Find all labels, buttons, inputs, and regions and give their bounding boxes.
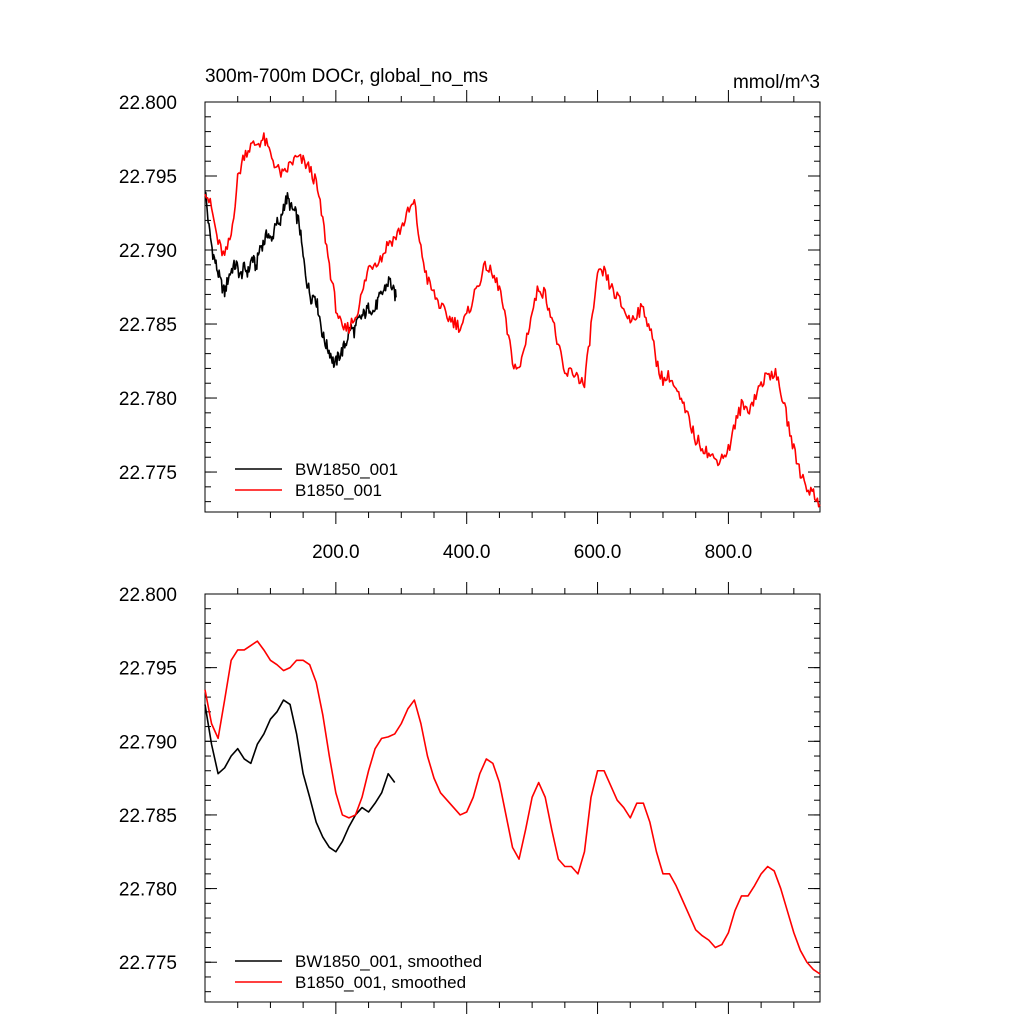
xtick-label: 800.0 (705, 542, 753, 563)
ytick-label: 22.775 (119, 463, 177, 484)
series-line-bw1850-001-smoothed (204, 699, 396, 853)
top-panel: 300m-700m DOCr, global_no_ms mmol/m^3 22… (119, 66, 821, 563)
ytick-label: 22.800 (119, 585, 177, 606)
top-plot-frame (204, 101, 821, 513)
ytick-label: 22.795 (119, 659, 177, 680)
ytick-label: 22.780 (119, 389, 177, 410)
top-xtick-labels: 200.0 400.0 600.0 800.0 (312, 542, 752, 563)
legend-label-b1850-smoothed: B1850_001, smoothed (295, 973, 466, 992)
xtick-label: 600.0 (574, 542, 622, 563)
ytick-label: 22.790 (119, 732, 177, 753)
legend-label-bw1850-smoothed: BW1850_001, smoothed (295, 952, 482, 971)
legend-label-bw1850: BW1850_001 (295, 460, 398, 479)
ytick-label: 22.780 (119, 880, 177, 901)
xtick-label: 400.0 (443, 542, 491, 563)
series-line-b1850-001 (204, 132, 821, 508)
units-label: mmol/m^3 (733, 72, 820, 93)
ytick-label: 22.775 (119, 953, 177, 974)
bottom-ytick-labels: 22.800 22.795 22.790 22.785 22.780 22.775 (119, 585, 177, 974)
legend-label-b1850: B1850_001 (295, 481, 382, 500)
bottom-panel: 22.800 22.795 22.790 22.785 22.780 22.775 BW1… (119, 582, 821, 1014)
bottom-series-lines (204, 640, 821, 975)
series-line-b1850-001-smoothed (204, 640, 821, 975)
xtick-label: 200.0 (312, 542, 360, 563)
ytick-label: 22.800 (119, 93, 177, 114)
top-ticks (205, 90, 820, 524)
ytick-label: 22.785 (119, 806, 177, 827)
top-legend: BW1850_001 B1850_001 (235, 460, 398, 500)
top-series-lines (204, 132, 821, 508)
chart-title: 300m-700m DOCr, global_no_ms (205, 66, 488, 87)
ytick-label: 22.785 (119, 315, 177, 336)
ytick-label: 22.795 (119, 167, 177, 188)
series-line-bw1850-001 (204, 191, 397, 369)
ytick-label: 22.790 (119, 241, 177, 262)
bottom-ticks (205, 582, 820, 1014)
bottom-legend: BW1850_001, smoothed B1850_001, smoothed (235, 952, 482, 992)
top-ytick-labels: 22.800 22.795 22.790 22.785 22.780 22.775 (119, 93, 177, 484)
bottom-plot-frame (204, 593, 821, 1003)
